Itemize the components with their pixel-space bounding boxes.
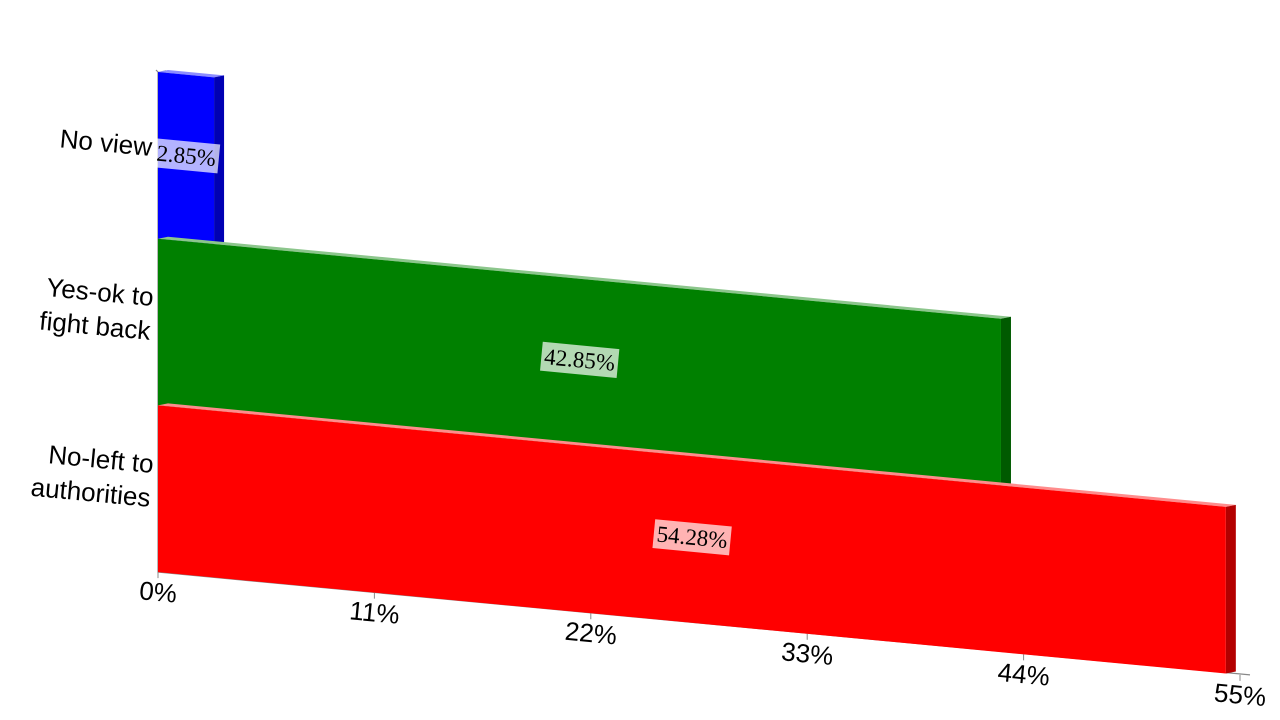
bar-top bbox=[158, 236, 1011, 319]
x-tick-label: 33% bbox=[780, 636, 835, 671]
bar-side bbox=[1000, 316, 1011, 486]
category-label: No-left to authorities bbox=[29, 438, 156, 513]
x-tick-label: 0% bbox=[138, 575, 178, 608]
x-tick-label: 22% bbox=[564, 616, 619, 651]
bar-top bbox=[158, 403, 1236, 507]
x-tick-label: 55% bbox=[1213, 677, 1268, 712]
bar-side bbox=[1225, 504, 1236, 674]
value-label-bg bbox=[540, 341, 620, 378]
bar-top bbox=[158, 70, 225, 78]
value-label-bg bbox=[152, 138, 221, 174]
category-label: Yes-ok to fight back bbox=[38, 272, 156, 346]
bar-side bbox=[214, 75, 225, 245]
value-label-bg bbox=[652, 519, 732, 556]
value-label: 2.85% bbox=[155, 141, 217, 172]
x-tick-label: 44% bbox=[996, 657, 1051, 692]
x-tick-label: 11% bbox=[348, 595, 401, 630]
